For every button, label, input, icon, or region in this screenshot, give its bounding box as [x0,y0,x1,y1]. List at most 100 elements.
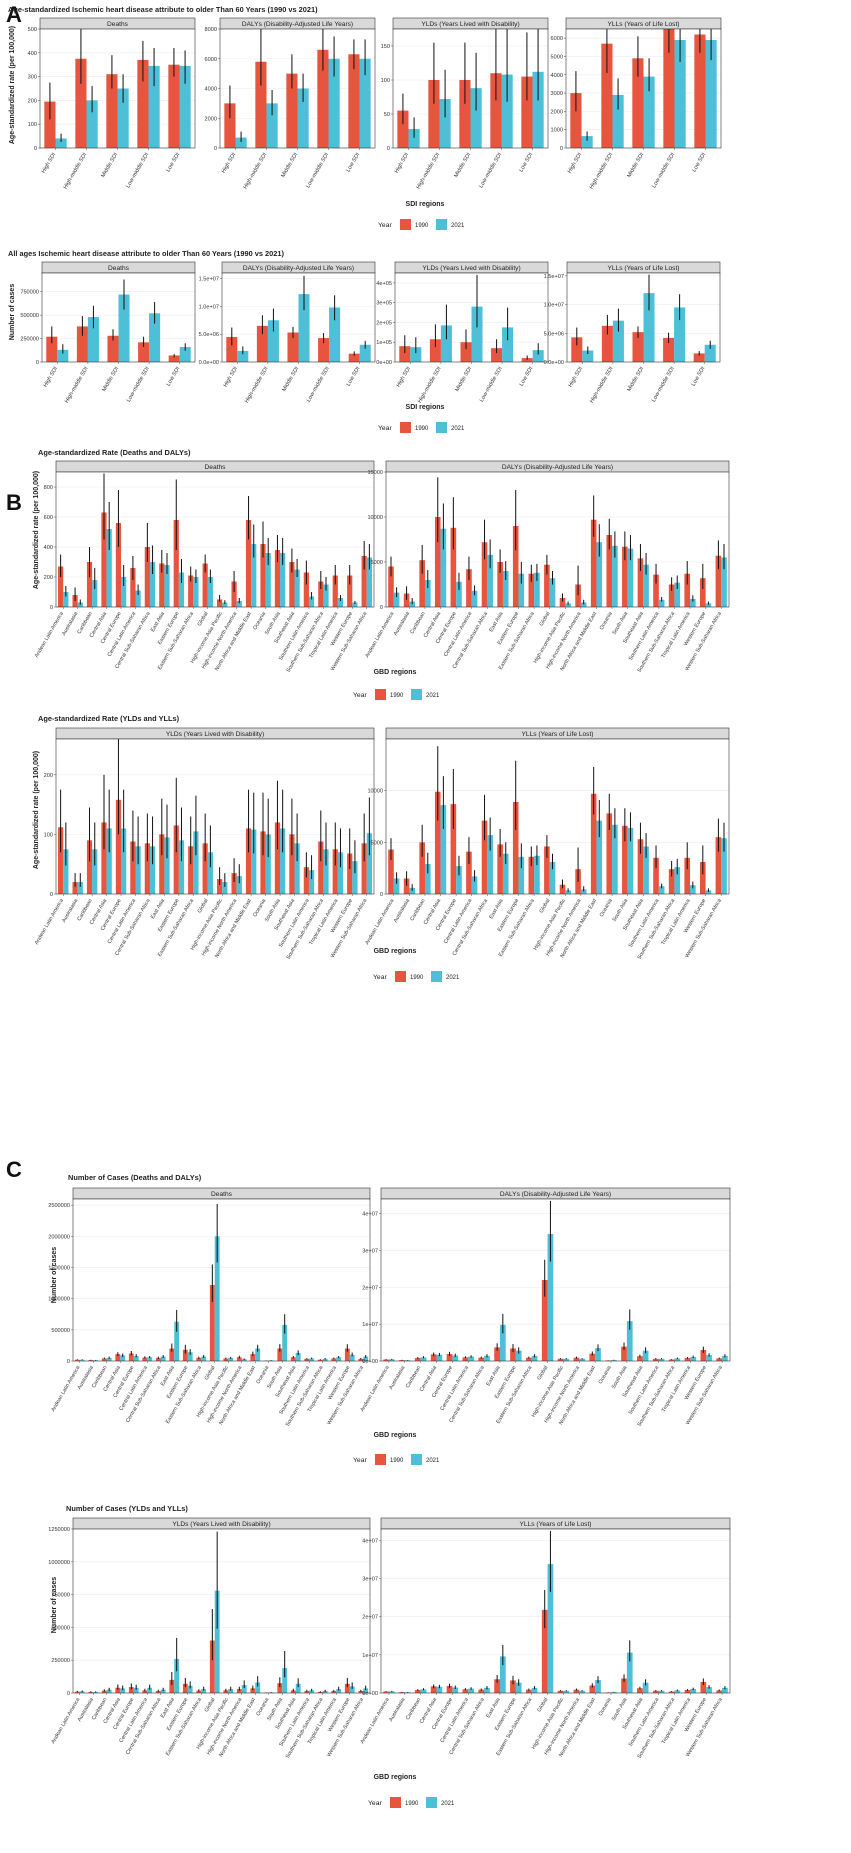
y-axis-label: Age-standardized rate (per 100,000) [33,751,40,869]
legend-title: Year [373,974,387,981]
legend-label-2021: 2021 [426,693,440,699]
bar-2021 [420,1357,427,1361]
plot-area [73,1199,370,1361]
x-category-label: Oceania [252,611,267,631]
y-axis-label: Number of cases [51,1247,58,1304]
bar-1990 [159,563,165,607]
x-category-label: Global [536,1697,549,1713]
bar-2021 [705,603,712,607]
bar-2021 [549,861,556,894]
bar-2021 [363,1356,369,1361]
bar-2021 [193,577,199,607]
bar-2021 [612,545,618,607]
bar-1990 [75,58,87,148]
x-category-label: High SDI [41,152,58,175]
bar-2021 [149,846,156,894]
y-tick-label: 200 [28,98,37,104]
legend-swatch-2021 [411,1454,422,1465]
bar-1990 [115,523,122,607]
x-category-label: High-middle SDI [589,366,615,405]
x-category-label: East Asia [488,611,504,633]
charts-layer: Age-standardized Ischemic heart disease … [8,5,731,1808]
facet-title: YLLs (Years of Life Lost) [608,21,680,28]
bar-2021 [93,1360,99,1361]
bar-1990 [590,519,597,607]
bar-2021 [484,1355,490,1361]
bar-1990 [399,1692,405,1693]
bar-2021 [135,846,141,894]
bar-1990 [128,1687,134,1693]
bar-2021 [388,1691,395,1693]
bar-2021 [237,350,249,362]
panel-letter-b: B [6,490,22,515]
bar-2021 [518,856,525,894]
bar-1990 [331,1358,337,1361]
bar-1990 [168,64,180,148]
facet-1: Deaths 0 500000 1000000 1500000 2000000 250000… [48,1187,371,1428]
bar-1990 [403,878,410,894]
y-tick-label: 100 [28,122,37,128]
bar-2021 [549,578,556,607]
x-axis-label: GBD regions [374,669,417,676]
bar-1990 [544,846,550,894]
bar-1990 [622,825,628,894]
x-category-label: Global [204,1365,217,1381]
bar-1990 [541,1280,548,1361]
x-category-label: Global [197,611,210,627]
bar-2021 [627,827,634,894]
bar-1990 [419,842,425,894]
bar-2021 [308,870,315,894]
bar-1990 [460,342,472,362]
bar-2021 [322,1358,328,1361]
bar-2021 [424,864,431,894]
bar-1990 [289,562,295,607]
bar-2021 [323,849,329,894]
plot-border [55,471,375,608]
x-category-label: Australasia [393,898,411,924]
facet-1: Deaths 0 200 400 600 800 Andean Latin America A… [34,460,375,674]
y-tick-label: 4e+05 [376,281,392,287]
bar-2021 [323,584,329,607]
x-category-label: Andean Latin America [360,1365,391,1413]
bar-2021 [388,1359,395,1361]
y-tick-label: 2e+07 [362,1285,378,1291]
bar-1990 [525,1689,532,1693]
bar-2021 [487,554,493,607]
bar-1990 [653,574,659,607]
bar-2021 [468,1688,474,1693]
x-category-label: Low-middle SDI [651,152,676,190]
y-tick-label: 500000 [51,1625,70,1631]
facet-1: Deaths 0 100 200 300 400 500 High SDI High-middl… [28,17,196,190]
bar-2021 [106,1357,112,1361]
x-category-label: Australasia [388,1697,406,1723]
legend-label-1990: 1990 [390,1458,404,1464]
y-tick-label: 50 [384,112,390,118]
bar-1990 [512,526,519,607]
bar-1990 [128,1353,134,1361]
bar-2021 [228,1357,234,1361]
x-category-label: Low SDI [691,152,707,174]
bar-2021 [328,58,340,148]
bar-1990 [466,569,472,607]
bar-2021 [366,557,372,607]
plot-border [385,471,730,608]
bar-1990 [138,342,150,362]
bar-2021 [674,307,686,362]
bar-2021 [534,855,540,894]
x-category-label: Global [539,898,552,914]
bar-2021 [106,1689,112,1693]
bar-2021 [149,313,161,362]
x-category-label: Australasia [393,611,411,637]
bar-1990 [137,59,149,148]
facet-title: Deaths [211,1191,233,1198]
y-tick-label: 1.0e+07 [199,304,219,310]
panel-letter-a: A [6,2,22,27]
bar-2021 [187,1685,193,1693]
x-category-label: Low-middle SDI [478,152,503,190]
bar-1990 [317,1359,323,1361]
bar-2021 [255,1348,261,1361]
bar-1990 [188,846,194,894]
bar-2021 [178,840,185,894]
x-category-label: Low SDI [518,152,534,174]
bar-2021 [329,307,341,362]
